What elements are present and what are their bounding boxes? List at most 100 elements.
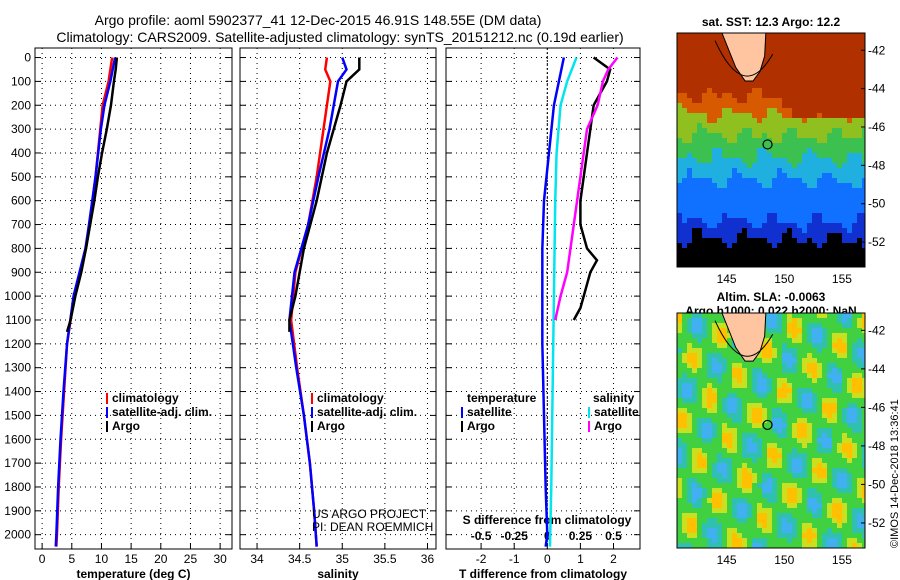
map-cell: [837, 373, 842, 378]
map-cell: [827, 408, 832, 413]
map-cell: [827, 503, 832, 508]
map-cell: [807, 103, 812, 108]
map-cell: [717, 393, 722, 398]
map-cell: [827, 138, 832, 143]
map-cell: [847, 353, 852, 358]
map-cell: [847, 73, 852, 78]
map-cell: [807, 83, 812, 88]
map-cell: [857, 448, 862, 453]
map-cell: [727, 248, 732, 253]
map-cell: [692, 193, 697, 198]
map-cell: [822, 143, 827, 148]
map-cell: [712, 463, 717, 468]
map-cell: [792, 118, 797, 123]
map-cell: [817, 503, 822, 508]
map-cell: [762, 518, 767, 523]
y-tick-label: 1200: [4, 337, 31, 351]
map-cell: [827, 248, 832, 253]
map-cell: [852, 458, 857, 463]
map-cell: [712, 113, 717, 118]
map-cell: [677, 393, 682, 398]
map-cell: [832, 428, 837, 433]
map-cell: [687, 533, 692, 538]
map-cell: [702, 233, 707, 238]
map-cell: [812, 388, 817, 393]
map-cell: [747, 253, 752, 258]
map-cell: [732, 123, 737, 128]
map-cell: [732, 403, 737, 408]
map-cell: [742, 508, 747, 513]
legend-label: satellite: [467, 405, 512, 419]
map-cell: [842, 133, 847, 138]
map-cell: [787, 218, 792, 223]
map-cell: [687, 353, 692, 358]
map-cell: [712, 63, 717, 68]
map-cell: [707, 498, 712, 503]
map-cell: [822, 198, 827, 203]
map-cell: [797, 463, 802, 468]
map-cell: [787, 503, 792, 508]
map-cell: [727, 173, 732, 178]
map-cell: [677, 153, 682, 158]
map-cell: [777, 58, 782, 63]
map-cell: [792, 328, 797, 333]
map-cell: [817, 478, 822, 483]
map-cell: [792, 58, 797, 63]
map-cell: [772, 523, 777, 528]
map-cell: [747, 108, 752, 113]
map-cell: [762, 483, 767, 488]
map-cell: [857, 503, 862, 508]
map-cell: [732, 473, 737, 478]
map-cell: [747, 173, 752, 178]
map-cell: [752, 218, 757, 223]
map-cell: [782, 418, 787, 423]
map-cell: [797, 193, 802, 198]
map-cell: [697, 123, 702, 128]
map-cell: [822, 123, 827, 128]
map-cell: [767, 348, 772, 353]
map-cell: [862, 338, 865, 343]
map-cell: [797, 148, 802, 153]
map-cell: [722, 518, 727, 523]
map-frame: [676, 32, 866, 268]
map-cell: [837, 428, 842, 433]
map-cell: [727, 263, 732, 267]
map-cell: [802, 348, 807, 353]
map-cell: [812, 193, 817, 198]
map-cell: [712, 228, 717, 233]
map-cell: [772, 403, 777, 408]
map-cell: [712, 508, 717, 513]
map-cell: [722, 63, 727, 68]
map-cell: [847, 328, 852, 333]
map-cell: [722, 193, 727, 198]
map-cell: [782, 343, 787, 348]
map-cell: [707, 323, 712, 328]
map-cell: [752, 423, 757, 428]
map-cell: [782, 453, 787, 458]
map-cell: [757, 493, 762, 498]
map-cell: [742, 403, 747, 408]
map-cell: [797, 503, 802, 508]
map-cell: [777, 113, 782, 118]
map-cell: [737, 448, 742, 453]
map-cell: [752, 518, 757, 523]
map-cell: [857, 253, 862, 258]
map-cell: [852, 83, 857, 88]
map-cell: [807, 248, 812, 253]
map-cell: [817, 368, 822, 373]
map-cell: [842, 158, 847, 163]
map-cell: [752, 433, 757, 438]
map-cell: [757, 88, 762, 93]
map-cell: [702, 198, 707, 203]
map-cell: [697, 173, 702, 178]
project-label: US ARGO PROJECT: [312, 507, 427, 521]
map-cell: [712, 213, 717, 218]
map-cell: [742, 523, 747, 528]
map-cell: [822, 478, 827, 483]
map-cell: [817, 38, 822, 43]
map-cell: [767, 58, 772, 63]
map-cell: [677, 403, 682, 408]
map-cell: [822, 438, 827, 443]
map-cell: [832, 533, 837, 538]
map-cell: [802, 523, 807, 528]
